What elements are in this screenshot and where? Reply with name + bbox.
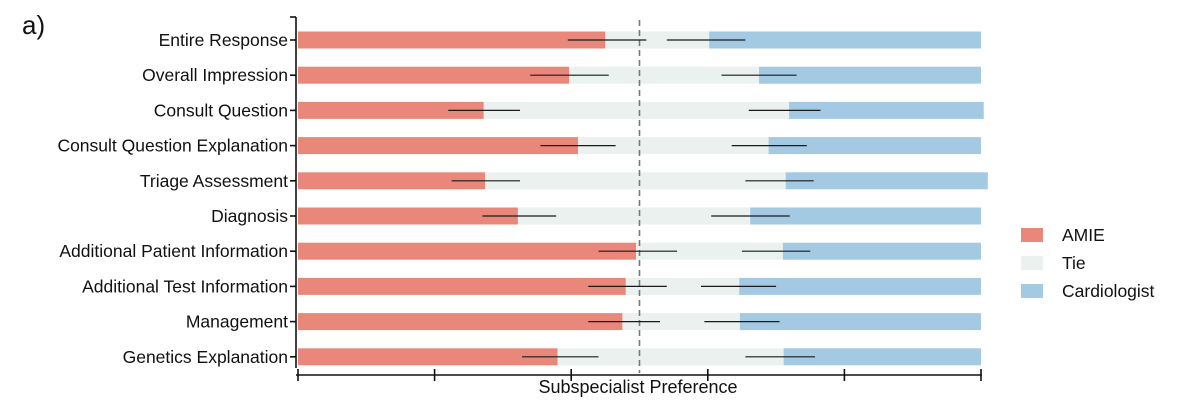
legend: AMIE Tie Cardiologist [1021, 225, 1155, 301]
bar-amie [298, 348, 558, 366]
bar-tie [625, 277, 740, 295]
bar-cardiologist [785, 172, 988, 190]
bar-amie [298, 101, 484, 119]
legend-label-tie: Tie [1062, 253, 1086, 273]
bar-amie [298, 66, 570, 84]
bar-amie [298, 242, 637, 260]
bar-tie [605, 31, 710, 49]
bar-tie [517, 207, 751, 225]
bar-amie [298, 137, 579, 155]
category-label: Additional Test Information [82, 276, 288, 296]
panel-label: a) [22, 10, 45, 40]
bar-amie [298, 172, 486, 190]
bar-cardiologist [783, 348, 981, 366]
bar-cardiologist [789, 101, 984, 119]
bar-tie [483, 101, 790, 119]
x-axis-title: Subspecialist Preference [538, 377, 737, 397]
bar-tie [622, 313, 740, 331]
legend-label-cardiologist: Cardiologist [1062, 281, 1155, 301]
legend-swatch-tie [1021, 256, 1043, 270]
axes-layer [290, 16, 982, 381]
bar-amie [298, 313, 623, 331]
bar-cardiologist [759, 66, 981, 84]
bar-amie [298, 277, 626, 295]
category-labels-layer: Entire Response Overall Impression Consult… [57, 30, 288, 367]
error-bars-layer [448, 39, 821, 358]
bar-cardiologist [739, 313, 981, 331]
legend-swatch-amie [1021, 228, 1043, 242]
bar-tie [485, 172, 786, 190]
legend-label-amie: AMIE [1062, 225, 1105, 245]
bar-tie [636, 242, 783, 260]
category-label: Consult Question [154, 100, 288, 120]
bars-layer [298, 31, 988, 366]
category-label: Management [186, 312, 288, 332]
category-label: Genetics Explanation [123, 347, 288, 367]
bar-tie [578, 137, 769, 155]
category-label: Triage Assessment [140, 171, 288, 191]
legend-swatch-cardiologist [1021, 284, 1043, 298]
bar-tie [569, 66, 760, 84]
bar-cardiologist [709, 31, 981, 49]
category-label: Diagnosis [211, 206, 288, 226]
bar-cardiologist [768, 137, 981, 155]
bar-amie [298, 31, 606, 49]
category-label: Overall Impression [142, 65, 288, 85]
bar-cardiologist [782, 242, 981, 260]
bar-tie [557, 348, 784, 366]
bar-cardiologist [750, 207, 981, 225]
bar-cardiologist [739, 277, 981, 295]
category-label: Entire Response [159, 30, 288, 50]
bar-amie [298, 207, 518, 225]
category-label: Consult Question Explanation [57, 136, 288, 156]
category-label: Additional Patient Information [59, 241, 288, 261]
